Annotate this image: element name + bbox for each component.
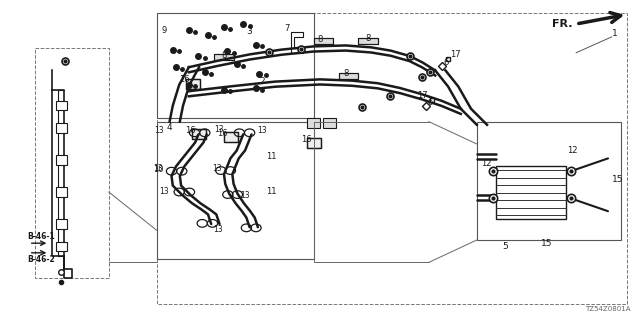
Text: TZ54Z0801A: TZ54Z0801A <box>585 306 630 312</box>
Text: 8: 8 <box>365 34 371 43</box>
Bar <box>496 166 566 219</box>
Text: B-46-1: B-46-1 <box>28 232 55 241</box>
Bar <box>358 38 378 44</box>
Text: 6: 6 <box>444 58 449 67</box>
Text: 16: 16 <box>301 135 311 144</box>
Bar <box>477 122 621 240</box>
Bar <box>192 129 206 139</box>
Bar <box>307 138 321 148</box>
Bar <box>56 155 67 165</box>
Text: 13: 13 <box>153 164 163 173</box>
Text: 13: 13 <box>212 164 222 173</box>
Bar <box>314 38 333 44</box>
Text: 17: 17 <box>451 50 461 59</box>
Text: 13: 13 <box>154 126 164 135</box>
Text: 12: 12 <box>568 146 578 155</box>
Bar <box>323 118 336 128</box>
Bar <box>186 79 200 89</box>
Bar <box>224 132 238 142</box>
Bar <box>339 73 358 79</box>
Text: 6: 6 <box>428 98 433 107</box>
Text: B-46-2: B-46-2 <box>28 255 55 264</box>
Text: 13: 13 <box>212 225 223 234</box>
Text: 16: 16 <box>186 126 196 135</box>
Text: 13: 13 <box>240 191 250 200</box>
Text: 7: 7 <box>285 24 290 33</box>
Text: 15: 15 <box>612 175 623 184</box>
Bar <box>56 219 67 229</box>
Bar <box>157 13 627 304</box>
Bar <box>314 38 333 44</box>
Text: 16: 16 <box>179 76 189 84</box>
Bar <box>56 242 67 251</box>
Bar <box>186 79 200 89</box>
Text: 2: 2 <box>260 77 265 86</box>
Text: 13: 13 <box>257 126 267 135</box>
Bar <box>56 123 67 133</box>
Text: 17: 17 <box>417 92 428 100</box>
Text: 8: 8 <box>317 36 323 44</box>
Bar <box>224 132 238 142</box>
Text: 1: 1 <box>612 29 617 38</box>
Bar <box>339 73 358 79</box>
Text: 10: 10 <box>153 165 163 174</box>
Text: 5: 5 <box>503 242 508 251</box>
Text: 16: 16 <box>218 129 228 138</box>
Text: FR.: FR. <box>552 19 573 29</box>
Text: 3: 3 <box>247 28 252 36</box>
Bar <box>192 129 206 139</box>
Bar <box>35 48 109 278</box>
Text: 8: 8 <box>343 69 348 78</box>
Text: 9: 9 <box>161 26 166 35</box>
Text: 8: 8 <box>221 52 227 60</box>
Bar <box>56 101 67 110</box>
Bar <box>214 54 234 60</box>
Text: 15: 15 <box>541 239 553 248</box>
Text: 4: 4 <box>167 124 172 132</box>
Bar <box>56 187 67 197</box>
Bar <box>307 138 321 148</box>
Bar <box>157 122 314 259</box>
Text: 12: 12 <box>481 159 492 168</box>
Bar <box>358 38 378 44</box>
Bar <box>307 118 320 128</box>
Text: 13: 13 <box>159 187 169 196</box>
Text: 11: 11 <box>266 152 276 161</box>
Bar <box>157 13 314 118</box>
Text: 13: 13 <box>214 125 223 134</box>
Text: 11: 11 <box>266 188 276 196</box>
Bar <box>214 54 234 60</box>
